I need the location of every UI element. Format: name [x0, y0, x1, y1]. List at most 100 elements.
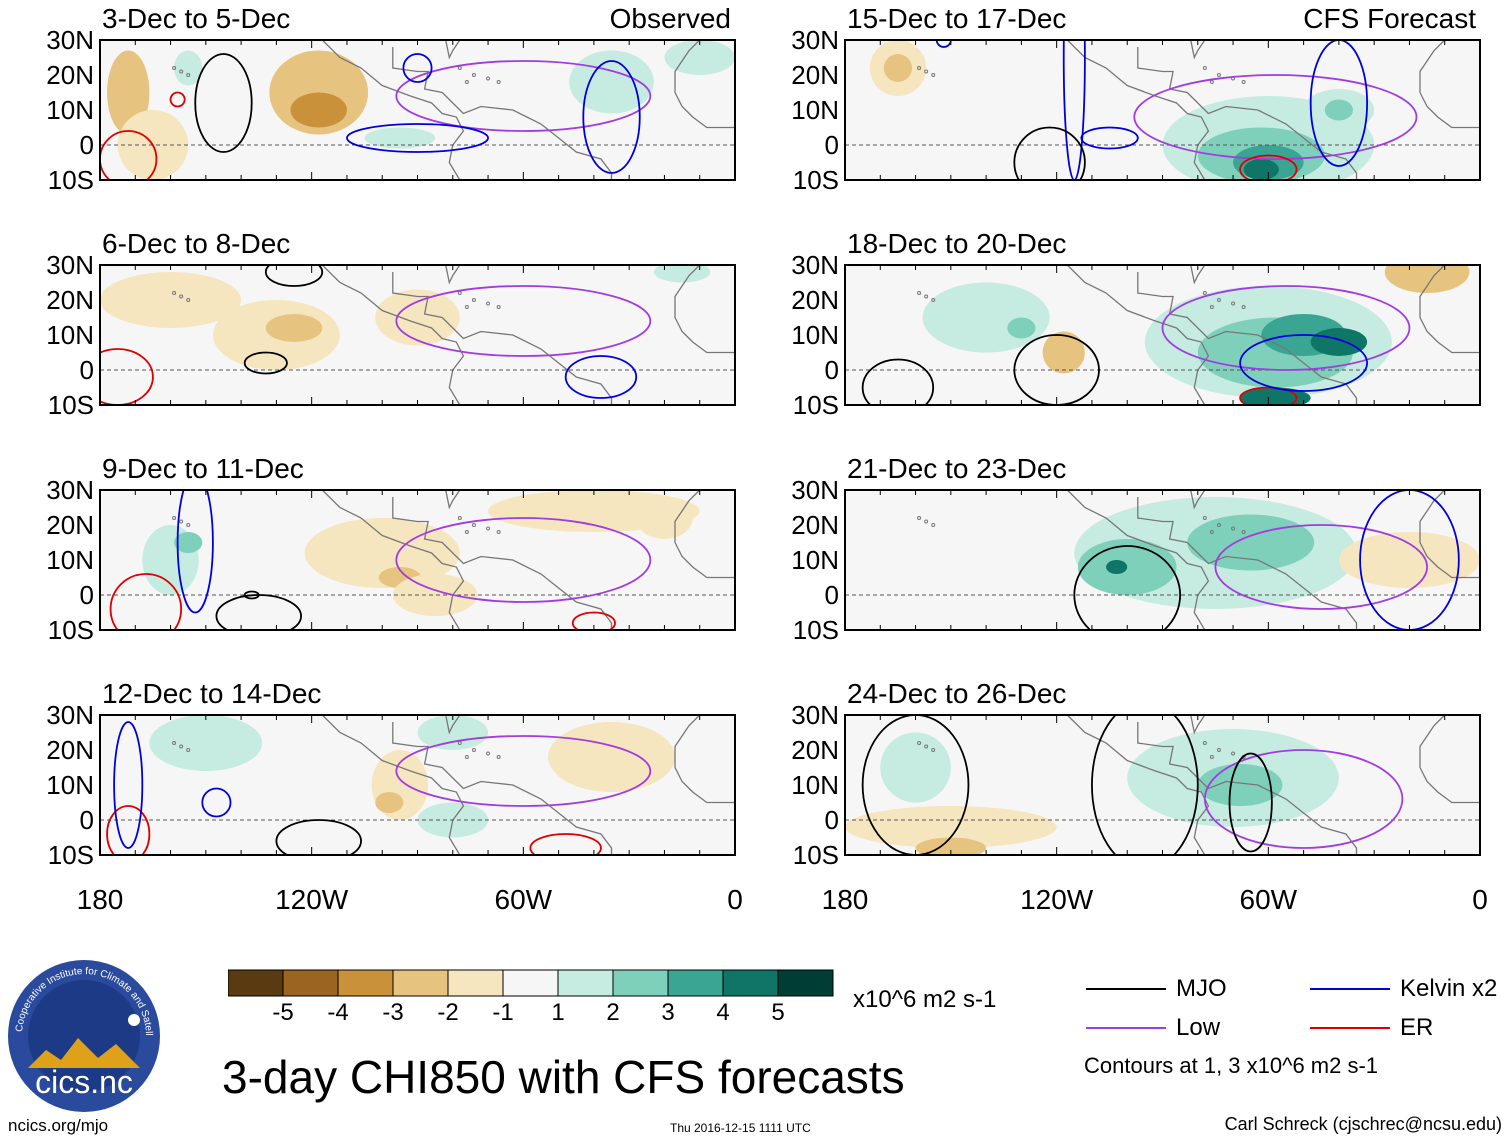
lat-label: 10N — [46, 320, 94, 350]
contour-kelvin — [935, 40, 952, 48]
island — [471, 298, 476, 302]
field-anomaly — [1338, 532, 1480, 588]
lat-label: 20N — [791, 60, 839, 90]
island — [1241, 80, 1246, 84]
coastline — [321, 490, 465, 630]
legend-line-low — [1086, 1027, 1166, 1029]
contour-kelvin — [402, 53, 433, 83]
panel-source-tag: Observed — [609, 3, 731, 34]
lon-label: 180 — [821, 884, 869, 915]
island — [457, 516, 462, 520]
coastline — [321, 40, 465, 180]
panel-title: 3-Dec to 5-Dec — [102, 3, 291, 34]
colorbar-units: x10^6 m2 s-1 — [853, 986, 997, 1013]
panel-map — [844, 39, 1481, 181]
lon-label: 0 — [1472, 884, 1488, 915]
field-anomaly — [417, 715, 489, 750]
island — [1209, 305, 1214, 309]
colorbar-tick-label: 2 — [606, 999, 620, 1026]
logo-mountain-icon — [28, 1038, 140, 1068]
legend-item-kelvin: Kelvin x2 — [1310, 975, 1497, 1003]
coastline — [1190, 490, 1206, 510]
contour-mjo — [1073, 545, 1182, 630]
lon-label: 180 — [76, 884, 124, 915]
colorbar-swatch — [337, 969, 394, 997]
coastline — [445, 40, 461, 60]
coastline — [674, 490, 735, 579]
island — [471, 73, 476, 77]
panel-title: 9-Dec to 11-Dec — [102, 453, 304, 484]
coastline — [1419, 490, 1480, 579]
legend-label-low: Low — [1176, 1014, 1221, 1041]
contour-low — [395, 285, 652, 357]
colorbar-tick-label: -2 — [437, 999, 459, 1026]
island — [1209, 530, 1214, 534]
field-anomaly — [636, 497, 693, 539]
island — [186, 523, 191, 527]
lat-label: 30N — [46, 700, 94, 730]
site-url[interactable]: ncics.org/mjo — [8, 1116, 109, 1135]
contour-er — [100, 130, 158, 180]
island — [1231, 751, 1236, 756]
lat-label: 0 — [79, 130, 94, 160]
contour-low — [1133, 74, 1418, 160]
island — [917, 741, 922, 745]
island — [931, 73, 936, 77]
colorbar-swatch — [282, 969, 339, 997]
island — [1231, 301, 1236, 306]
lat-label: 10N — [791, 770, 839, 800]
colorbar-swatch — [502, 969, 559, 997]
island — [931, 748, 936, 752]
coastline — [674, 265, 735, 354]
coastline — [674, 40, 735, 129]
contour-mjo — [264, 265, 324, 287]
coastline — [1190, 40, 1206, 60]
panel-title: 18-Dec to 20-Dec — [847, 228, 1067, 259]
island — [917, 291, 922, 295]
island — [186, 73, 191, 77]
lat-label: 30N — [791, 25, 839, 55]
coastline — [321, 715, 465, 855]
legend-label-kelvin: Kelvin x2 — [1400, 975, 1498, 1002]
contour-low — [1161, 285, 1411, 371]
island — [186, 748, 191, 752]
island — [1241, 305, 1246, 309]
legend-item-er: ER — [1310, 1014, 1433, 1042]
credit: Carl Schreck (cjschrec@ncsu.edu) — [1224, 1114, 1502, 1134]
island — [1202, 516, 1207, 520]
lat-label: 0 — [824, 805, 839, 835]
island — [924, 744, 929, 749]
field-anomaly — [265, 314, 323, 342]
island — [186, 298, 191, 302]
lat-label: 10N — [46, 95, 94, 125]
legend-line-mjo — [1086, 988, 1166, 990]
colorbar-swatch — [447, 969, 504, 997]
field-anomaly — [392, 574, 478, 616]
field-anomaly — [100, 272, 242, 328]
panel-title: 12-Dec to 14-Dec — [102, 678, 322, 709]
timestamp: Thu 2016-12-15 1111 UTC — [670, 1121, 811, 1135]
contour-low — [395, 60, 652, 132]
legend-item-low: Low — [1086, 1014, 1220, 1042]
island — [924, 69, 929, 74]
contour-er — [100, 348, 154, 405]
lon-label: 120W — [275, 884, 349, 915]
lat-label: 10S — [792, 840, 839, 870]
lat-label: 20N — [46, 510, 94, 540]
field-anomaly — [364, 127, 436, 149]
panel-source-tag: CFS Forecast — [1303, 3, 1476, 34]
lat-label: 0 — [79, 805, 94, 835]
field-anomaly — [1007, 317, 1036, 339]
coastline — [1190, 715, 1206, 735]
coastline — [1419, 40, 1480, 129]
lat-label: 20N — [46, 735, 94, 765]
lat-label: 20N — [791, 735, 839, 765]
contour-mjo — [861, 715, 970, 855]
colorbar-swatch — [777, 969, 834, 997]
lat-label: 30N — [46, 250, 94, 280]
island — [179, 69, 184, 74]
coastline — [1066, 715, 1210, 855]
island — [471, 523, 476, 527]
panel-title: 24-Dec to 26-Dec — [847, 678, 1067, 709]
panel-background — [845, 40, 1480, 180]
